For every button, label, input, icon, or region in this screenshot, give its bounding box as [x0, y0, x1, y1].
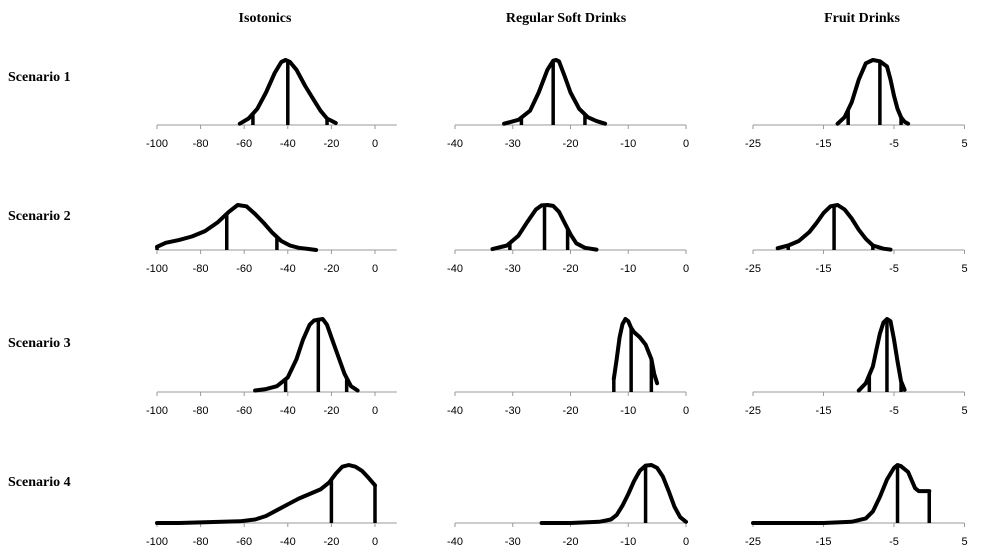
panel-scenario-2-regular-soft-drinks-tick-label: -40 — [447, 263, 463, 275]
panel-scenario-3-regular-soft-drinks-tick-label: -40 — [447, 405, 463, 417]
panel-scenario-1-fruit-drinks-tick-label: -15 — [816, 138, 832, 150]
panel-scenario-2-isotonics-tick-label: 0 — [372, 263, 378, 275]
panel-scenario-4-fruit-drinks: -25 -15 -5 5 — [745, 463, 968, 548]
panel-scenario-2-isotonics-tick-label: -80 — [193, 263, 209, 275]
panel-scenario-2-regular-soft-drinks-tick-label: -10 — [620, 263, 636, 275]
panel-scenario-3-fruit-drinks-density-curve — [856, 317, 907, 393]
panel-scenario-3-regular-soft-drinks: -40 -30 -20 -10 0 — [447, 317, 689, 417]
panel-scenario-4-regular-soft-drinks-tick-label: -20 — [563, 536, 579, 548]
panel-scenario-1-fruit-drinks-tick-label: -25 — [745, 138, 761, 150]
panel-scenario-2-fruit-drinks: -25 -15 -5 5 — [745, 203, 968, 275]
panel-scenario-2-fruit-drinks-tick-label: -15 — [816, 263, 832, 275]
panel-scenario-4-isotonics-tick-label: -100 — [146, 536, 168, 548]
panel-scenario-1-isotonics-tick-label: 0 — [372, 138, 378, 150]
panel-scenario-1-fruit-drinks: -25 -15 -5 5 — [745, 58, 968, 150]
row-title-scenario-2: Scenario 2 — [8, 209, 71, 224]
panel-scenario-4-fruit-drinks-tick-label: -5 — [889, 536, 899, 548]
panel-scenario-4-isotonics-tick-label: -20 — [323, 536, 339, 548]
panel-scenario-4-regular-soft-drinks-density-curve — [539, 463, 688, 525]
panel-scenario-4-regular-soft-drinks-tick-label: -40 — [447, 536, 463, 548]
panel-scenario-2-isotonics-density-curve — [155, 203, 319, 252]
column-title-fruit-drinks: Fruit Drinks — [824, 11, 900, 26]
panel-scenario-1-regular-soft-drinks-tick-label: -30 — [505, 138, 521, 150]
panel-scenario-2-fruit-drinks-density-curve — [775, 203, 893, 252]
panel-scenario-3-isotonics-tick-label: -20 — [323, 405, 339, 417]
panel-scenario-4-isotonics-tick-label: -40 — [280, 536, 296, 548]
panel-scenario-2-regular-soft-drinks-tick-label: -30 — [505, 263, 521, 275]
row-title-scenario-4: Scenario 4 — [8, 475, 71, 490]
row-title-scenario-1: Scenario 1 — [8, 70, 71, 85]
panel-scenario-4-fruit-drinks-tick-label: 5 — [961, 536, 967, 548]
panel-scenario-4-isotonics-tick-label: -80 — [193, 536, 209, 548]
panel-scenario-2-isotonics: -100 -80 -60 -40 -20 0 — [146, 203, 397, 275]
panel-scenario-1-fruit-drinks-density-curve — [835, 58, 911, 126]
panel-scenario-4-fruit-drinks-tick-label: -15 — [816, 536, 832, 548]
panel-scenario-3-isotonics: -100 -80 -60 -40 -20 0 — [146, 317, 397, 417]
panel-scenario-2-regular-soft-drinks-density-curve — [490, 203, 599, 252]
panel-scenario-1-isotonics-tick-label: -40 — [280, 138, 296, 150]
panel-scenario-4-isotonics-tick-label: 0 — [372, 536, 378, 548]
panel-scenario-1-isotonics: -100 -80 -60 -40 -20 0 — [146, 58, 397, 150]
panel-scenario-4-isotonics: -100 -80 -60 -40 -20 0 — [146, 463, 397, 548]
panel-scenario-2-isotonics-tick-label: -40 — [280, 263, 296, 275]
panel-scenario-2-regular-soft-drinks-tick-label: -20 — [563, 263, 579, 275]
panel-scenario-1-isotonics-tick-label: -60 — [236, 138, 252, 150]
row-titles: Scenario 1 Scenario 2 Scenario 3 Scenari… — [8, 70, 71, 490]
panel-scenario-4-regular-soft-drinks-tick-label: 0 — [683, 536, 689, 548]
panel-scenario-3-regular-soft-drinks-tick-label: -30 — [505, 405, 521, 417]
panel-scenario-4-fruit-drinks-density-curve — [751, 463, 932, 525]
panel-scenario-1-fruit-drinks-tick-label: 5 — [961, 138, 967, 150]
panel-scenario-4-isotonics-density-curve — [155, 463, 377, 525]
panel-scenario-2-isotonics-tick-label: -60 — [236, 263, 252, 275]
panel-scenario-2-isotonics-tick-label: -20 — [323, 263, 339, 275]
column-titles: Isotonics Regular Soft Drinks Fruit Drin… — [239, 11, 901, 26]
panel-scenario-2-fruit-drinks-tick-label: -5 — [889, 263, 899, 275]
panel-scenario-3-isotonics-density-curve — [253, 317, 360, 393]
panel-scenario-3-isotonics-tick-label: -40 — [280, 405, 296, 417]
panel-scenario-1-isotonics-tick-label: -100 — [146, 138, 168, 150]
panel-scenario-3-isotonics-tick-label: -80 — [193, 405, 209, 417]
panel-scenario-3-regular-soft-drinks-tick-label: 0 — [683, 405, 689, 417]
panel-scenario-1-regular-soft-drinks-tick-label: 0 — [683, 138, 689, 150]
panel-scenario-2-regular-soft-drinks-tick-label: 0 — [683, 263, 689, 275]
panel-scenario-2-fruit-drinks-tick-label: 5 — [961, 263, 967, 275]
panel-scenario-3-fruit-drinks: -25 -15 -5 5 — [745, 317, 968, 417]
panel-scenario-3-regular-soft-drinks-tick-label: -10 — [620, 405, 636, 417]
panel-scenario-1-regular-soft-drinks-tick-label: -40 — [447, 138, 463, 150]
panel-scenario-2-isotonics-tick-label: -100 — [146, 263, 168, 275]
panel-scenario-3-isotonics-tick-label: -100 — [146, 405, 168, 417]
panel-scenario-4-isotonics-tick-label: -60 — [236, 536, 252, 548]
column-title-regular-soft-drinks: Regular Soft Drinks — [506, 11, 627, 26]
panel-scenario-4-regular-soft-drinks: -40 -30 -20 -10 0 — [447, 463, 689, 548]
panel-scenario-1-fruit-drinks-tick-label: -5 — [889, 138, 899, 150]
panel-scenario-2-fruit-drinks-tick-label: -25 — [745, 263, 761, 275]
panel-scenario-2-regular-soft-drinks: -40 -30 -20 -10 0 — [447, 203, 689, 275]
panel-scenario-3-fruit-drinks-tick-label: -15 — [816, 405, 832, 417]
panel-scenario-1-regular-soft-drinks-tick-label: -20 — [563, 138, 579, 150]
panel-scenario-3-fruit-drinks-tick-label: -25 — [745, 405, 761, 417]
panel-scenario-1-isotonics-tick-label: -80 — [193, 138, 209, 150]
panel-scenario-3-isotonics-tick-label: 0 — [372, 405, 378, 417]
panel-scenario-1-regular-soft-drinks: -40 -30 -20 -10 0 — [447, 58, 689, 150]
panel-scenario-3-fruit-drinks-tick-label: -5 — [889, 405, 899, 417]
panel-scenario-3-fruit-drinks-tick-label: 5 — [961, 405, 967, 417]
panel-scenario-4-fruit-drinks-tick-label: -25 — [745, 536, 761, 548]
panel-scenario-4-regular-soft-drinks-tick-label: -30 — [505, 536, 521, 548]
row-title-scenario-3: Scenario 3 — [8, 336, 71, 351]
chart-panels: -100 -80 -60 -40 -20 0 -40 -30 -20 -10 0 -25 -15 -5 5-… — [146, 58, 968, 548]
panel-scenario-3-isotonics-tick-label: -60 — [236, 405, 252, 417]
panel-scenario-3-regular-soft-drinks-tick-label: -20 — [563, 405, 579, 417]
panel-scenario-1-isotonics-tick-label: -20 — [323, 138, 339, 150]
panel-scenario-4-regular-soft-drinks-tick-label: -10 — [620, 536, 636, 548]
panel-scenario-1-regular-soft-drinks-tick-label: -10 — [620, 138, 636, 150]
column-title-isotonics: Isotonics — [239, 11, 292, 26]
